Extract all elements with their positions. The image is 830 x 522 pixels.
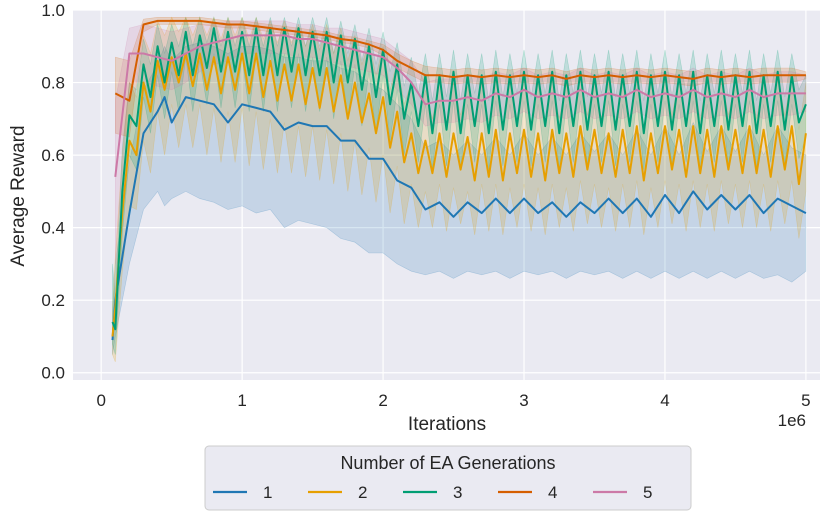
x-tick-label: 0 bbox=[96, 391, 105, 410]
legend-label-5: 5 bbox=[643, 483, 652, 502]
x-tick-label: 2 bbox=[378, 391, 387, 410]
x-tick-labels: 0 1 2 3 4 5 bbox=[96, 391, 810, 410]
series-lines bbox=[111, 19, 807, 341]
x-tick-label: 1 bbox=[237, 391, 246, 410]
y-tick-labels: 0.0 0.2 0.4 0.6 0.8 1.0 bbox=[41, 1, 65, 383]
series-line-3 bbox=[111, 27, 807, 331]
y-tick-label: 0.4 bbox=[41, 219, 65, 238]
legend-label-1: 1 bbox=[263, 483, 272, 502]
x-axis-label: Iterations bbox=[408, 414, 486, 435]
series-line-2 bbox=[111, 52, 807, 337]
x-axis-offset-text: 1e6 bbox=[778, 411, 806, 430]
legend-box bbox=[204, 445, 692, 511]
y-tick-label: 0.6 bbox=[41, 146, 65, 165]
legend-entries: 1 2 3 4 5 bbox=[213, 483, 652, 502]
legend-label-4: 4 bbox=[548, 483, 557, 502]
legend: Number of EA Generations 1 2 3 4 5 bbox=[204, 445, 692, 511]
grid-lines bbox=[73, 9, 820, 380]
series-line-5 bbox=[114, 34, 806, 178]
x-tick-label: 3 bbox=[519, 391, 528, 410]
y-tick-label: 0.2 bbox=[41, 291, 65, 310]
series-line-4 bbox=[114, 19, 806, 102]
x-tick-label: 5 bbox=[801, 391, 810, 410]
legend-label-2: 2 bbox=[358, 483, 367, 502]
legend-label-3: 3 bbox=[453, 483, 462, 502]
y-tick-label: 0.0 bbox=[41, 364, 65, 383]
legend-title: Number of EA Generations bbox=[340, 453, 555, 473]
y-axis-label: Average Reward bbox=[8, 125, 29, 266]
x-tick-label: 4 bbox=[660, 391, 669, 410]
y-tick-label: 1.0 bbox=[41, 1, 65, 20]
y-tick-label: 0.8 bbox=[41, 74, 65, 93]
series-line-1 bbox=[111, 96, 807, 341]
